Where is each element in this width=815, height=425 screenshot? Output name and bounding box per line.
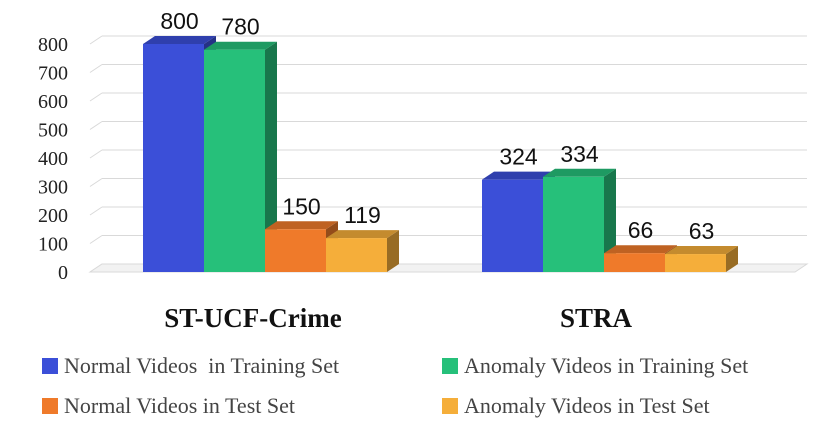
bar-top <box>143 36 216 44</box>
legend-label: Anomaly Videos in Training Set <box>464 353 749 378</box>
bar-top <box>543 168 616 177</box>
bar <box>543 176 604 272</box>
category-label: STRA <box>560 303 633 333</box>
legend-label: Normal Videos in Training Set <box>64 353 340 378</box>
legend-swatch <box>442 358 458 374</box>
bar-top <box>326 230 399 239</box>
y-tick-label: 200 <box>38 205 68 227</box>
gridline-depth <box>89 64 103 73</box>
category-label: ST-UCF-Crime <box>164 303 341 333</box>
y-tick-label: 500 <box>38 120 68 142</box>
bar-chart: 0 100 200 300 400 500 600 700 800 800 780 150 119 324… <box>38 8 809 333</box>
y-tick-label: 700 <box>38 63 68 85</box>
legend-swatch <box>442 398 458 414</box>
legend-swatch <box>42 398 58 414</box>
y-tick-label: 400 <box>38 148 68 170</box>
data-label: 334 <box>560 141 599 167</box>
gridline-depth <box>89 92 103 102</box>
gridline-depth <box>89 149 103 159</box>
bar-side <box>604 168 616 272</box>
y-tick-label: 800 <box>38 34 68 56</box>
y-tick-label: 0 <box>58 262 68 284</box>
bar <box>482 179 543 272</box>
bar <box>665 254 726 272</box>
bar <box>143 44 204 272</box>
gridline-depth <box>89 235 103 244</box>
y-tick-label: 600 <box>38 91 68 113</box>
bar-side <box>726 246 738 272</box>
y-tick-label: 100 <box>38 234 68 256</box>
legend: Normal Videos in Training Set Anomaly Vi… <box>42 353 812 419</box>
gridline-depth <box>89 178 103 187</box>
data-label: 66 <box>628 217 654 243</box>
bar <box>265 229 326 272</box>
gridline-depth <box>89 35 103 45</box>
bar-top <box>604 245 677 254</box>
bar <box>326 238 387 272</box>
legend-item: Anomaly Videos in Test Set <box>442 393 812 419</box>
bar-top <box>265 221 338 230</box>
data-label: 780 <box>221 14 259 40</box>
legend-label: Anomaly Videos in Test Set <box>464 393 710 418</box>
bar <box>204 49 265 273</box>
data-label: 119 <box>344 202 381 228</box>
bar <box>604 253 665 272</box>
legend-label: Normal Videos in Test Set <box>64 393 295 418</box>
data-label: 800 <box>160 8 198 34</box>
data-label: 63 <box>689 218 715 244</box>
legend-item: Normal Videos in Test Set <box>42 393 442 419</box>
data-label: 324 <box>499 144 538 170</box>
y-tick-label: 300 <box>38 177 68 199</box>
legend-item: Anomaly Videos in Training Set <box>442 353 812 379</box>
bar-top <box>482 171 555 180</box>
bar-side <box>265 41 277 273</box>
bar-top <box>665 246 738 255</box>
data-label: 150 <box>282 193 320 219</box>
legend-item: Normal Videos in Training Set <box>42 353 442 379</box>
bar-side <box>387 230 399 272</box>
gridline-depth <box>89 121 103 130</box>
bar-top <box>204 41 277 50</box>
legend-swatch <box>42 358 58 374</box>
gridline-depth <box>89 206 103 216</box>
